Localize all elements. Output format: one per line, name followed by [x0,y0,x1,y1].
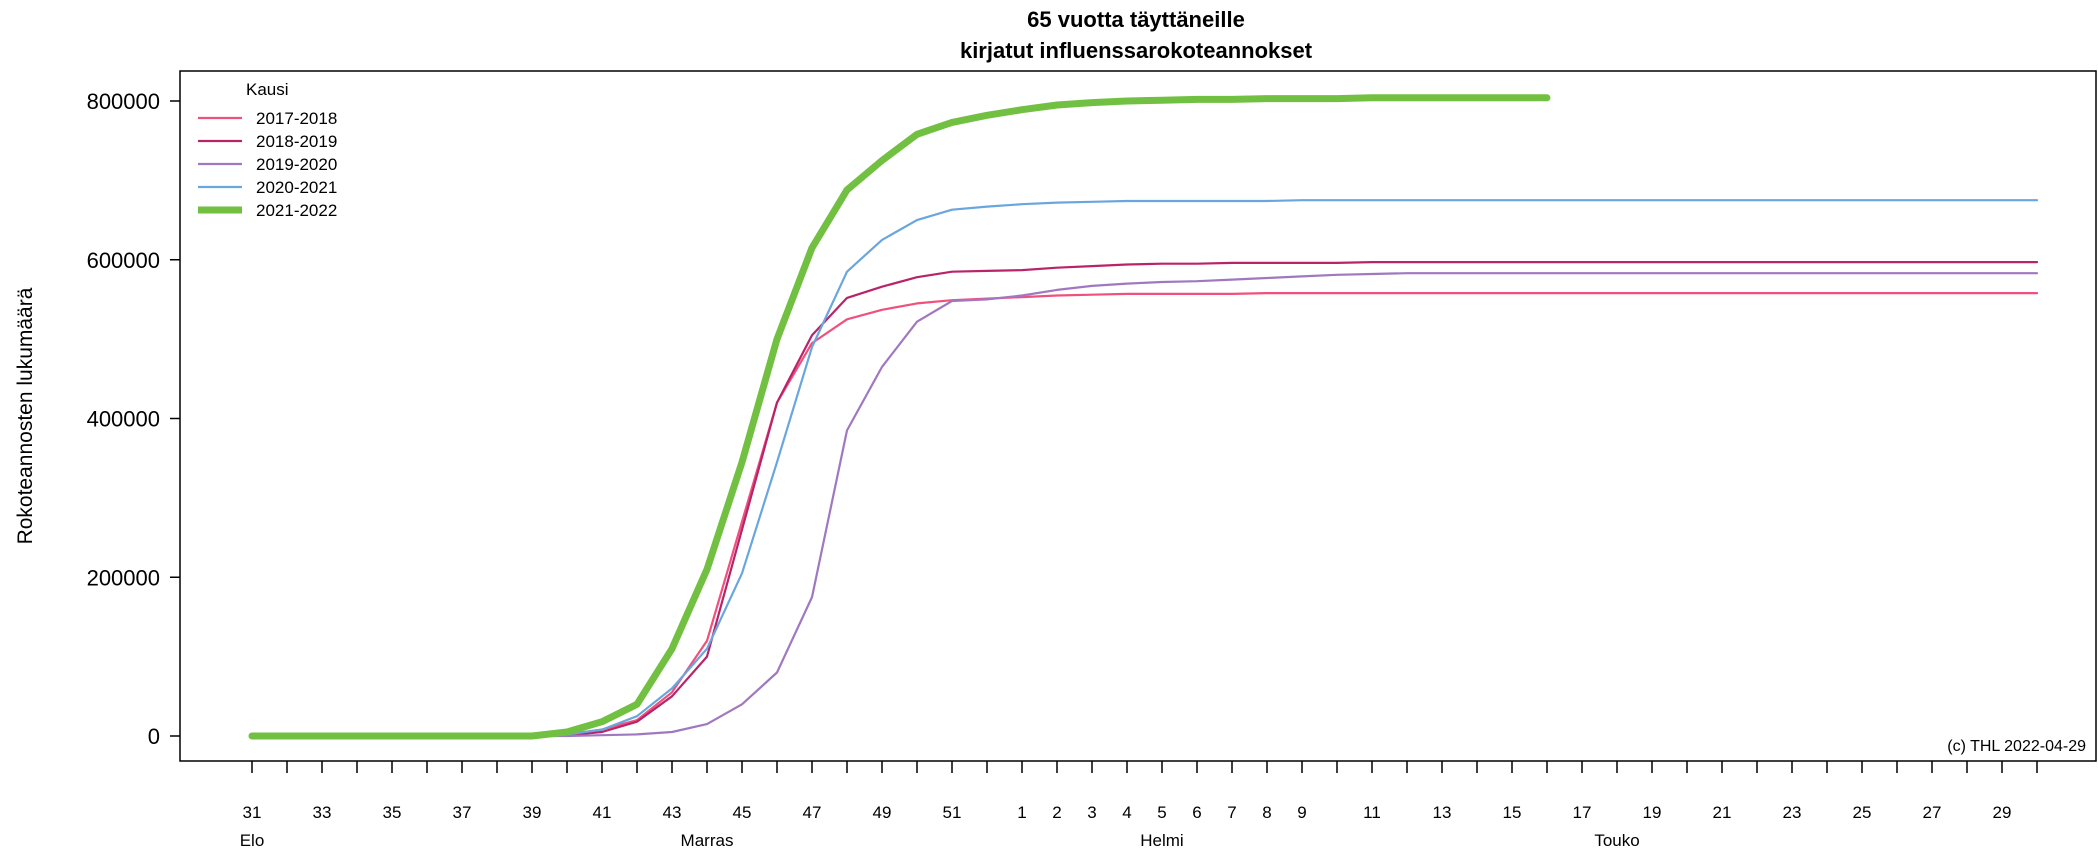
x-tick-label: 9 [1297,803,1306,822]
x-tick-label: 39 [523,803,542,822]
legend-label: 2019-2020 [256,155,337,174]
x-tick-label: 13 [1433,803,1452,822]
x-tick-label: 3 [1087,803,1096,822]
series-line-2017-2018 [250,292,2039,738]
legend-label: 2021-2022 [256,201,337,220]
month-label: Elo [240,831,265,850]
x-tick-label: 2 [1052,803,1061,822]
plot-frame [179,70,2097,762]
credit-text: (c) THL 2022-04-29 [1947,738,2086,755]
x-tick-label: 37 [453,803,472,822]
x-tick-label: 47 [803,803,822,822]
y-tick-label: 200000 [87,565,160,590]
series-line-2019-2020 [250,272,2039,738]
x-tick-label: 8 [1262,803,1271,822]
x-tick-label: 35 [383,803,402,822]
x-tick-label: 33 [313,803,332,822]
series-layer [248,94,2039,740]
series-line-2018-2019 [250,261,2039,738]
x-tick-label: 23 [1783,803,1802,822]
month-label: Marras [681,831,734,850]
series-line-2020-2021 [250,199,2039,738]
x-tick-label: 25 [1853,803,1872,822]
x-tick-label: 29 [1993,803,2012,822]
x-tick-label: 27 [1923,803,1942,822]
x-tick-label: 15 [1503,803,1522,822]
month-label: Touko [1594,831,1639,850]
x-tick-label: 51 [943,803,962,822]
x-tick-label: 17 [1573,803,1592,822]
x-tick-label: 11 [1363,803,1381,822]
legend-label: 2018-2019 [256,132,337,151]
legend: Kausi 2017-2018 2018-2019 2019-2020 2020-20… [198,80,337,220]
legend-title: Kausi [246,80,289,99]
x-tick-label: 6 [1192,803,1201,822]
x-tick-label: 41 [593,803,612,822]
y-axis: 0 200000 400000 600000 800000 [87,89,180,749]
y-tick-label: 600000 [87,248,160,273]
legend-label: 2020-2021 [256,178,337,197]
series-line-2021-2022 [248,94,1551,740]
x-tick-label: 49 [873,803,892,822]
x-tick-label: 21 [1713,803,1732,822]
x-tick-label: 1 [1017,803,1026,822]
y-tick-label: 400000 [87,407,160,432]
x-tick-label: 5 [1157,803,1166,822]
legend-label: 2017-2018 [256,109,337,128]
month-label: Helmi [1140,831,1183,850]
x-tick-label: 7 [1227,803,1236,822]
chart-title-line1: 65 vuotta täyttäneille [1027,7,1245,32]
x-tick-label: 19 [1643,803,1662,822]
x-axis: 31 33 35 37 39 41 43 45 47 49 51 1 2 3 4 5 6 7 8 9 11 13 15 17 1… [240,761,2038,850]
x-tick-label: 43 [663,803,682,822]
chart-title-line2: kirjatut influenssarokoteannokset [960,38,1313,63]
y-tick-label: 800000 [87,89,160,114]
x-tick-label: 45 [733,803,752,822]
x-tick-label: 31 [243,803,262,822]
y-tick-label: 0 [148,724,160,749]
y-axis-label: Rokoteannosten lukumäärä [14,287,37,544]
x-tick-label: 4 [1122,803,1131,822]
